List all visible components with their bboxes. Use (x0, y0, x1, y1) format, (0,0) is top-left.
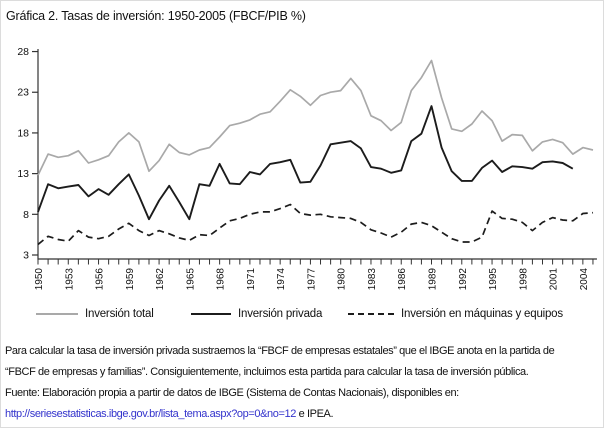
legend-item-total: Inversión total (36, 308, 154, 320)
x-tick-label: 1992 (458, 268, 469, 291)
x-tick-label: 1980 (337, 268, 348, 291)
y-tick-label: 13 (17, 168, 29, 180)
footnote-block: Para calcular la tasa de inversión priva… (5, 341, 555, 425)
footnote-line-1: Para calcular la tasa de inversión priva… (5, 345, 555, 357)
y-tick-label: 8 (23, 209, 29, 221)
x-tick-label: 1998 (518, 268, 529, 291)
x-tick-label: 1977 (306, 268, 317, 291)
x-tick-label: 1956 (95, 268, 106, 291)
x-tick-label: 2004 (579, 268, 590, 291)
series-line-2 (37, 203, 594, 246)
y-tick-label: 23 (17, 87, 29, 99)
x-tick-label: 1971 (246, 268, 257, 291)
y-tick-label: 28 (17, 46, 29, 58)
y-tick-label: 3 (23, 250, 29, 262)
legend-line-total-swatch (36, 313, 78, 315)
legend-label-total: Inversión total (85, 308, 154, 320)
source-link-line: http://seriesestatisticas.ibge.gov.br/li… (5, 404, 554, 425)
x-tick-label: 1953 (64, 268, 75, 291)
legend-label-privada: Inversión privada (238, 308, 323, 320)
x-tick-label: 2001 (549, 268, 560, 291)
x-tick-label: 1995 (488, 268, 499, 291)
source-url-link[interactable]: http://seriesestatisticas.ibge.gov.br/li… (5, 408, 296, 420)
x-tick-label: 1968 (216, 268, 227, 291)
legend-item-privada: Inversión privada (191, 308, 322, 320)
x-tick-label: 1950 (34, 268, 45, 291)
legend-line-maquinas-swatch (348, 313, 394, 315)
x-tick-label: 1989 (428, 268, 439, 291)
series-line-0 (37, 59, 594, 176)
x-tick-label: 1974 (276, 268, 287, 291)
y-tick-label: 18 (17, 127, 29, 139)
chart-plot: 3 8 13 18 23 28 1950 1953 1956 1959 1962 1965 1968 19… (17, 46, 597, 291)
x-tick-label: 1983 (367, 268, 378, 291)
chart-title: Gráfica 2. Tasas de inversión: 1950-2005… (6, 9, 306, 23)
legend-item-maquinas: Inversión en máquinas y equipos (348, 308, 563, 320)
source-link-suffix: e IPEA. (295, 408, 334, 420)
x-tick-label: 1959 (125, 268, 136, 291)
legend-line-privada-swatch (191, 313, 231, 315)
x-tick-label: 1986 (397, 268, 408, 291)
x-tick-label: 1965 (185, 268, 196, 291)
source-line: Fuente: Elaboración propia a partir de d… (5, 387, 459, 399)
legend-label-maquinas: Inversión en máquinas y equipos (401, 308, 563, 320)
footnote-line-2: “FBCF de empresas y familias”. Consiguie… (5, 366, 529, 378)
x-tick-label: 1962 (155, 268, 166, 291)
series-line-1 (37, 105, 574, 221)
